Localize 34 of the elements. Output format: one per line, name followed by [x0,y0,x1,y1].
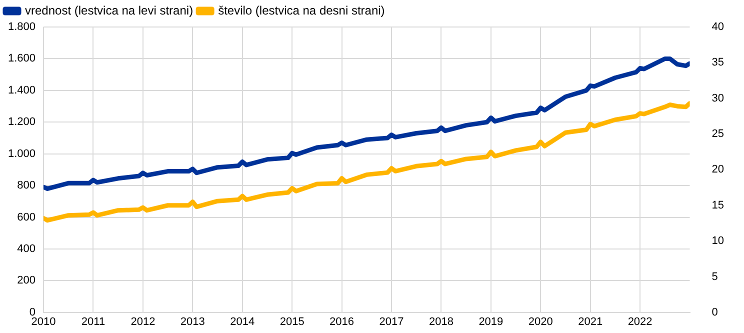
y2-tick-label: 10 [712,235,724,248]
y2-tick-label: 20 [712,164,724,176]
y-tick-label: 1.600 [8,52,36,65]
x-tick-label: 2022 [628,316,652,328]
x-tick-label: 2020 [528,316,553,328]
x-tick-label: 2013 [180,316,205,328]
x-tick-label: 2016 [330,316,354,328]
y-tick-label: 600 [17,211,36,224]
x-tick-label: 2012 [130,316,156,328]
y-tick-label: 1.200 [8,116,36,128]
x-tick-label: 2014 [230,316,255,328]
y2-tick-label: 30 [712,92,724,104]
y-tick-label: 800 [17,180,36,192]
y2-tick-label: 15 [712,199,724,212]
x-tick-label: 2010 [31,316,56,328]
y2-tick-label: 35 [712,56,724,69]
x-tick-label: 2018 [428,316,454,328]
x-tick-label: 2019 [478,316,504,328]
x-tick-label: 2021 [578,316,603,328]
y-tick-label: 200 [17,274,36,287]
y-tick-label: 0 [29,306,36,318]
y-tick-label: 1.800 [8,21,36,34]
legend-label: vrednost (lestvica na levi strani) [25,3,194,18]
y-tick-label: 1.400 [8,84,36,96]
y2-tick-label: 0 [712,306,718,318]
y2-tick-label: 40 [712,21,724,34]
y-tick-label: 1.000 [8,148,36,160]
x-tick-label: 2011 [81,316,106,328]
y-tick-label: 400 [17,243,36,256]
y2-tick-label: 5 [712,270,718,283]
y2-tick-label: 25 [712,128,724,140]
x-tick-label: 2017 [379,316,404,328]
legend-label: število (lestvica na desni strani) [218,3,385,18]
x-tick-label: 2015 [280,316,304,328]
